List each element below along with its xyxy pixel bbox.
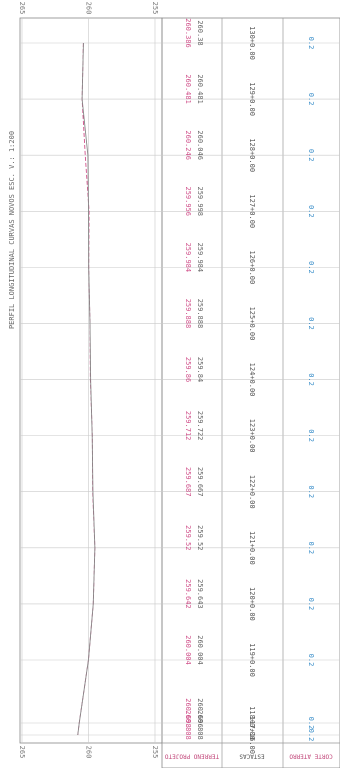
- cut-fill: 0.2: [307, 149, 315, 162]
- table-frame: [161, 17, 340, 768]
- project-elevation: 259.722: [196, 411, 204, 441]
- cut-fill: 0.2: [307, 37, 315, 50]
- station: 118+0.00: [248, 706, 256, 740]
- cut-fill: 0.2: [307, 598, 315, 611]
- cut-fill: 0.2: [307, 205, 315, 218]
- project-elevation: 260.481: [196, 74, 204, 104]
- terrain-elevation: 260.246: [184, 130, 192, 160]
- cut-fill: 0.2: [307, 654, 315, 667]
- tick-label: 255: [151, 746, 159, 759]
- terrain-line: [77, 42, 96, 736]
- cut-fill: 0.2: [307, 261, 315, 274]
- terrain-elevation: 260.481: [184, 74, 192, 104]
- title: PERFIL LONGITUDINAL CURVAS NOVOS ESC. V.…: [8, 131, 16, 329]
- cut-fill: 0.2: [307, 717, 315, 730]
- project-elevation: 259.998: [196, 187, 204, 217]
- tick-label: 260: [85, 2, 93, 15]
- cut-fill: 0.2: [307, 485, 315, 498]
- terrain-elevation: 259.642: [184, 579, 192, 609]
- cut-fill: 0.2: [307, 729, 315, 742]
- terrain-elevation: 259.956: [184, 187, 192, 217]
- project-line: [77, 42, 96, 736]
- header: CORTE ATERRO: [289, 753, 333, 760]
- project-elevation: 260.808: [196, 710, 204, 740]
- project-elevation: 259.643: [196, 579, 204, 609]
- terrain-elevation: 260.386: [184, 18, 192, 48]
- project-elevation: 259.52: [196, 525, 204, 550]
- tick-label: 260: [85, 746, 93, 759]
- terrain-elevation: 259.86: [184, 357, 192, 382]
- cut-fill: 0.2: [307, 317, 315, 330]
- terrain-elevation: 260.698: [184, 698, 192, 728]
- project-elevation: 260.046: [196, 130, 204, 160]
- station: 125+0.00: [248, 307, 256, 341]
- station: 130+0.00: [248, 26, 256, 60]
- project-elevation: 260.696: [196, 698, 204, 728]
- station: 127+0.00: [248, 194, 256, 228]
- terrain-elevation: 260.808: [184, 710, 192, 740]
- station: 117+16.00: [248, 716, 256, 754]
- station: 129+0.00: [248, 82, 256, 116]
- terrain-elevation: 260.004: [184, 635, 192, 665]
- terrain-elevation: 259.984: [184, 243, 192, 273]
- cut-fill: 0.2: [307, 93, 315, 106]
- station: 128+0.00: [248, 138, 256, 172]
- cut-fill: 0.2: [307, 541, 315, 554]
- project-elevation: 260.004: [196, 635, 204, 665]
- project-elevation: 260.38: [196, 20, 204, 45]
- station: 120+0.00: [248, 587, 256, 621]
- station: 123+0.00: [248, 419, 256, 453]
- station: 121+0.00: [248, 531, 256, 565]
- cut-fill: 0.2: [307, 429, 315, 442]
- header: TERRENO PROJETO: [165, 753, 220, 760]
- tick-label: 255: [151, 2, 159, 15]
- cut-fill: 0.2: [307, 373, 315, 386]
- tick-label: 265: [18, 746, 26, 759]
- tick-label: 265: [18, 2, 26, 15]
- terrain-elevation: 259.712: [184, 411, 192, 441]
- header: ESTACAS: [239, 753, 265, 760]
- project-elevation: 259.888: [196, 299, 204, 329]
- project-elevation: 259.984: [196, 243, 204, 273]
- terrain-elevation: 259.52: [184, 525, 192, 550]
- station: 122+0.00: [248, 475, 256, 509]
- terrain-elevation: 259.888: [184, 299, 192, 329]
- station: 119+0.00: [248, 643, 256, 677]
- project-elevation: 259.84: [196, 357, 204, 382]
- terrain-elevation: 259.687: [184, 467, 192, 497]
- station: 124+0.00: [248, 363, 256, 397]
- station: 126+0.00: [248, 251, 256, 285]
- project-elevation: 259.667: [196, 467, 204, 497]
